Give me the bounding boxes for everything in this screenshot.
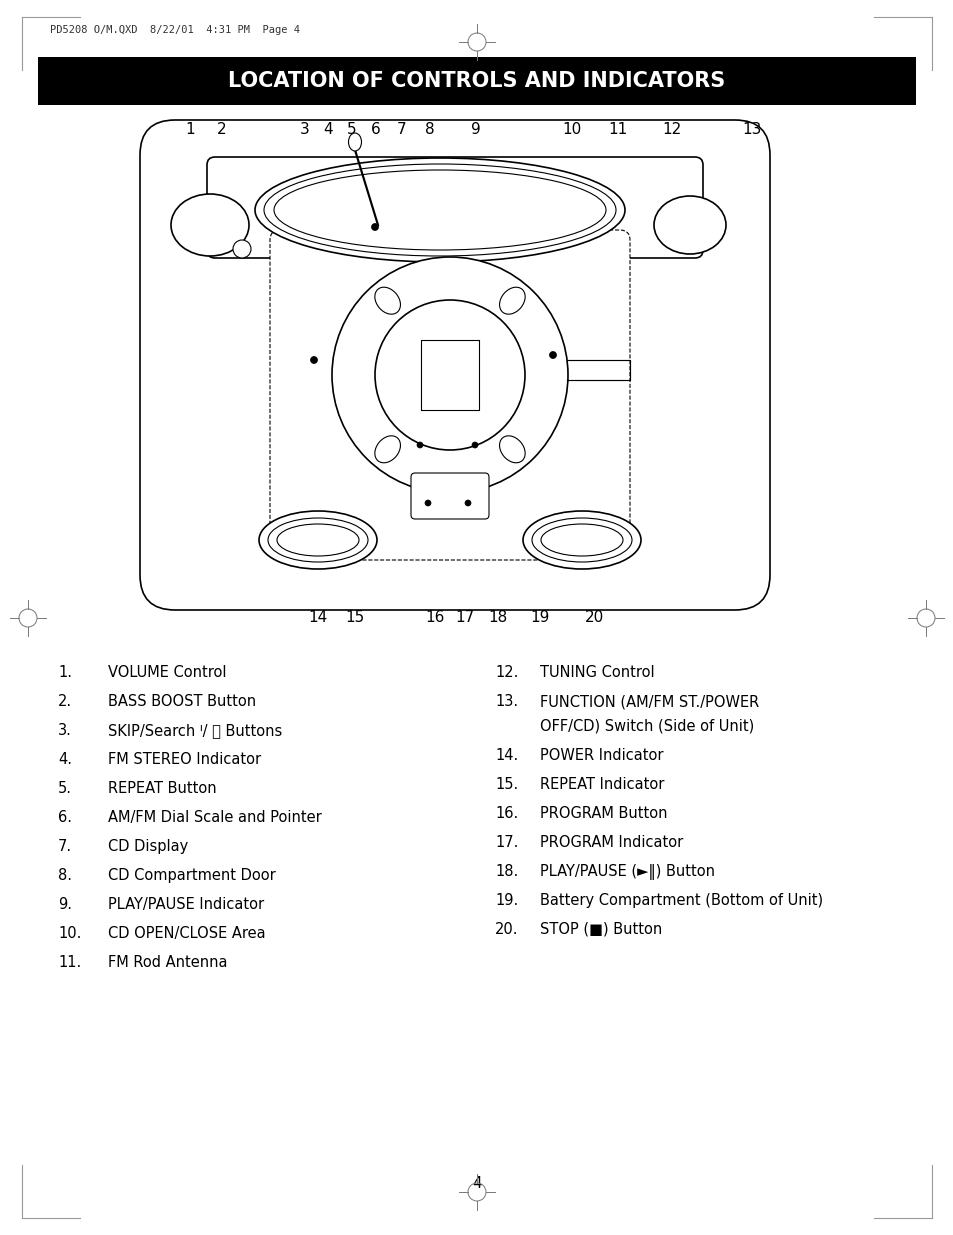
Text: 10: 10	[561, 122, 581, 137]
Circle shape	[416, 442, 422, 448]
Text: 7: 7	[396, 122, 406, 137]
Text: 12.: 12.	[495, 664, 517, 680]
Text: 2.: 2.	[58, 694, 72, 709]
Text: 16: 16	[425, 610, 444, 625]
Text: 19: 19	[530, 610, 549, 625]
Text: 10.: 10.	[58, 926, 81, 941]
Text: POWER Indicator: POWER Indicator	[539, 747, 662, 763]
Text: 8.: 8.	[58, 868, 71, 883]
Ellipse shape	[532, 517, 631, 562]
Ellipse shape	[171, 194, 249, 256]
Text: 13.: 13.	[495, 694, 517, 709]
Text: 1: 1	[185, 122, 194, 137]
Text: FM Rod Antenna: FM Rod Antenna	[108, 955, 227, 969]
Text: 7.: 7.	[58, 839, 72, 853]
Circle shape	[424, 500, 431, 506]
Text: 6.: 6.	[58, 810, 71, 825]
Text: 5.: 5.	[58, 781, 71, 797]
Text: 9.: 9.	[58, 897, 71, 911]
Text: 18.: 18.	[495, 863, 517, 878]
Text: PROGRAM Indicator: PROGRAM Indicator	[539, 835, 682, 850]
Text: FUNCTION (AM/FM ST./POWER: FUNCTION (AM/FM ST./POWER	[539, 694, 759, 709]
Text: AM/FM Dial Scale and Pointer: AM/FM Dial Scale and Pointer	[108, 810, 321, 825]
Ellipse shape	[654, 196, 725, 254]
Ellipse shape	[540, 524, 622, 556]
Ellipse shape	[499, 436, 524, 463]
Text: 12: 12	[661, 122, 680, 137]
Text: 4: 4	[472, 1176, 481, 1191]
Text: CD Display: CD Display	[108, 839, 188, 853]
Text: TUNING Control: TUNING Control	[539, 664, 654, 680]
Text: OFF/CD) Switch (Side of Unit): OFF/CD) Switch (Side of Unit)	[539, 719, 754, 734]
Text: 16.: 16.	[495, 805, 517, 820]
Text: CD Compartment Door: CD Compartment Door	[108, 868, 275, 883]
Circle shape	[371, 224, 378, 231]
Text: 15: 15	[345, 610, 364, 625]
Text: 9: 9	[471, 122, 480, 137]
Circle shape	[549, 352, 556, 358]
Circle shape	[233, 240, 251, 258]
Text: 1.: 1.	[58, 664, 71, 680]
Text: REPEAT Button: REPEAT Button	[108, 781, 216, 797]
Circle shape	[375, 300, 524, 450]
Text: LOCATION OF CONTROLS AND INDICATORS: LOCATION OF CONTROLS AND INDICATORS	[228, 70, 725, 91]
Text: 11: 11	[608, 122, 627, 137]
Text: 4.: 4.	[58, 752, 71, 767]
Text: REPEAT Indicator: REPEAT Indicator	[539, 777, 663, 792]
Ellipse shape	[375, 436, 400, 463]
Text: 5: 5	[347, 122, 356, 137]
Ellipse shape	[348, 133, 361, 151]
Text: 13: 13	[741, 122, 760, 137]
FancyBboxPatch shape	[411, 473, 489, 519]
Text: 3.: 3.	[58, 722, 71, 739]
Ellipse shape	[264, 164, 616, 256]
FancyBboxPatch shape	[140, 120, 769, 610]
Circle shape	[310, 357, 317, 363]
Text: 17: 17	[455, 610, 475, 625]
Text: 19.: 19.	[495, 893, 517, 908]
Text: 4: 4	[323, 122, 333, 137]
Text: VOLUME Control: VOLUME Control	[108, 664, 226, 680]
FancyBboxPatch shape	[207, 157, 702, 258]
Ellipse shape	[522, 511, 640, 569]
Text: 3: 3	[300, 122, 310, 137]
Bar	[38, 57, 915, 105]
FancyBboxPatch shape	[270, 230, 629, 559]
Text: SKIP/Search ᑊ/ ᑋ Buttons: SKIP/Search ᑊ/ ᑋ Buttons	[108, 722, 282, 739]
Text: 8: 8	[425, 122, 435, 137]
Bar	[420, 340, 478, 410]
Text: 20.: 20.	[495, 921, 518, 936]
Circle shape	[332, 257, 567, 493]
Text: Battery Compartment (Bottom of Unit): Battery Compartment (Bottom of Unit)	[539, 893, 822, 908]
Text: 6: 6	[371, 122, 380, 137]
Ellipse shape	[375, 288, 400, 314]
Ellipse shape	[254, 158, 624, 262]
Text: STOP (■) Button: STOP (■) Button	[539, 921, 661, 936]
Ellipse shape	[274, 170, 605, 249]
Text: 2: 2	[217, 122, 227, 137]
Text: 14.: 14.	[495, 747, 517, 763]
Text: CD OPEN/CLOSE Area: CD OPEN/CLOSE Area	[108, 926, 265, 941]
Ellipse shape	[276, 524, 358, 556]
Text: 20: 20	[585, 610, 604, 625]
Text: FM STEREO Indicator: FM STEREO Indicator	[108, 752, 261, 767]
Text: 15.: 15.	[495, 777, 517, 792]
Ellipse shape	[268, 517, 368, 562]
Text: BASS BOOST Button: BASS BOOST Button	[108, 694, 255, 709]
Text: 11.: 11.	[58, 955, 81, 969]
Text: PD5208 O/M.QXD  8/22/01  4:31 PM  Page 4: PD5208 O/M.QXD 8/22/01 4:31 PM Page 4	[50, 25, 299, 35]
Text: 14: 14	[308, 610, 327, 625]
Circle shape	[464, 500, 471, 506]
Text: 17.: 17.	[495, 835, 517, 850]
Text: PLAY/PAUSE Indicator: PLAY/PAUSE Indicator	[108, 897, 264, 911]
Text: PLAY/PAUSE (►‖) Button: PLAY/PAUSE (►‖) Button	[539, 863, 714, 879]
Text: PROGRAM Button: PROGRAM Button	[539, 805, 667, 820]
Text: 18: 18	[488, 610, 507, 625]
Ellipse shape	[499, 288, 524, 314]
Circle shape	[472, 442, 477, 448]
Ellipse shape	[258, 511, 376, 569]
